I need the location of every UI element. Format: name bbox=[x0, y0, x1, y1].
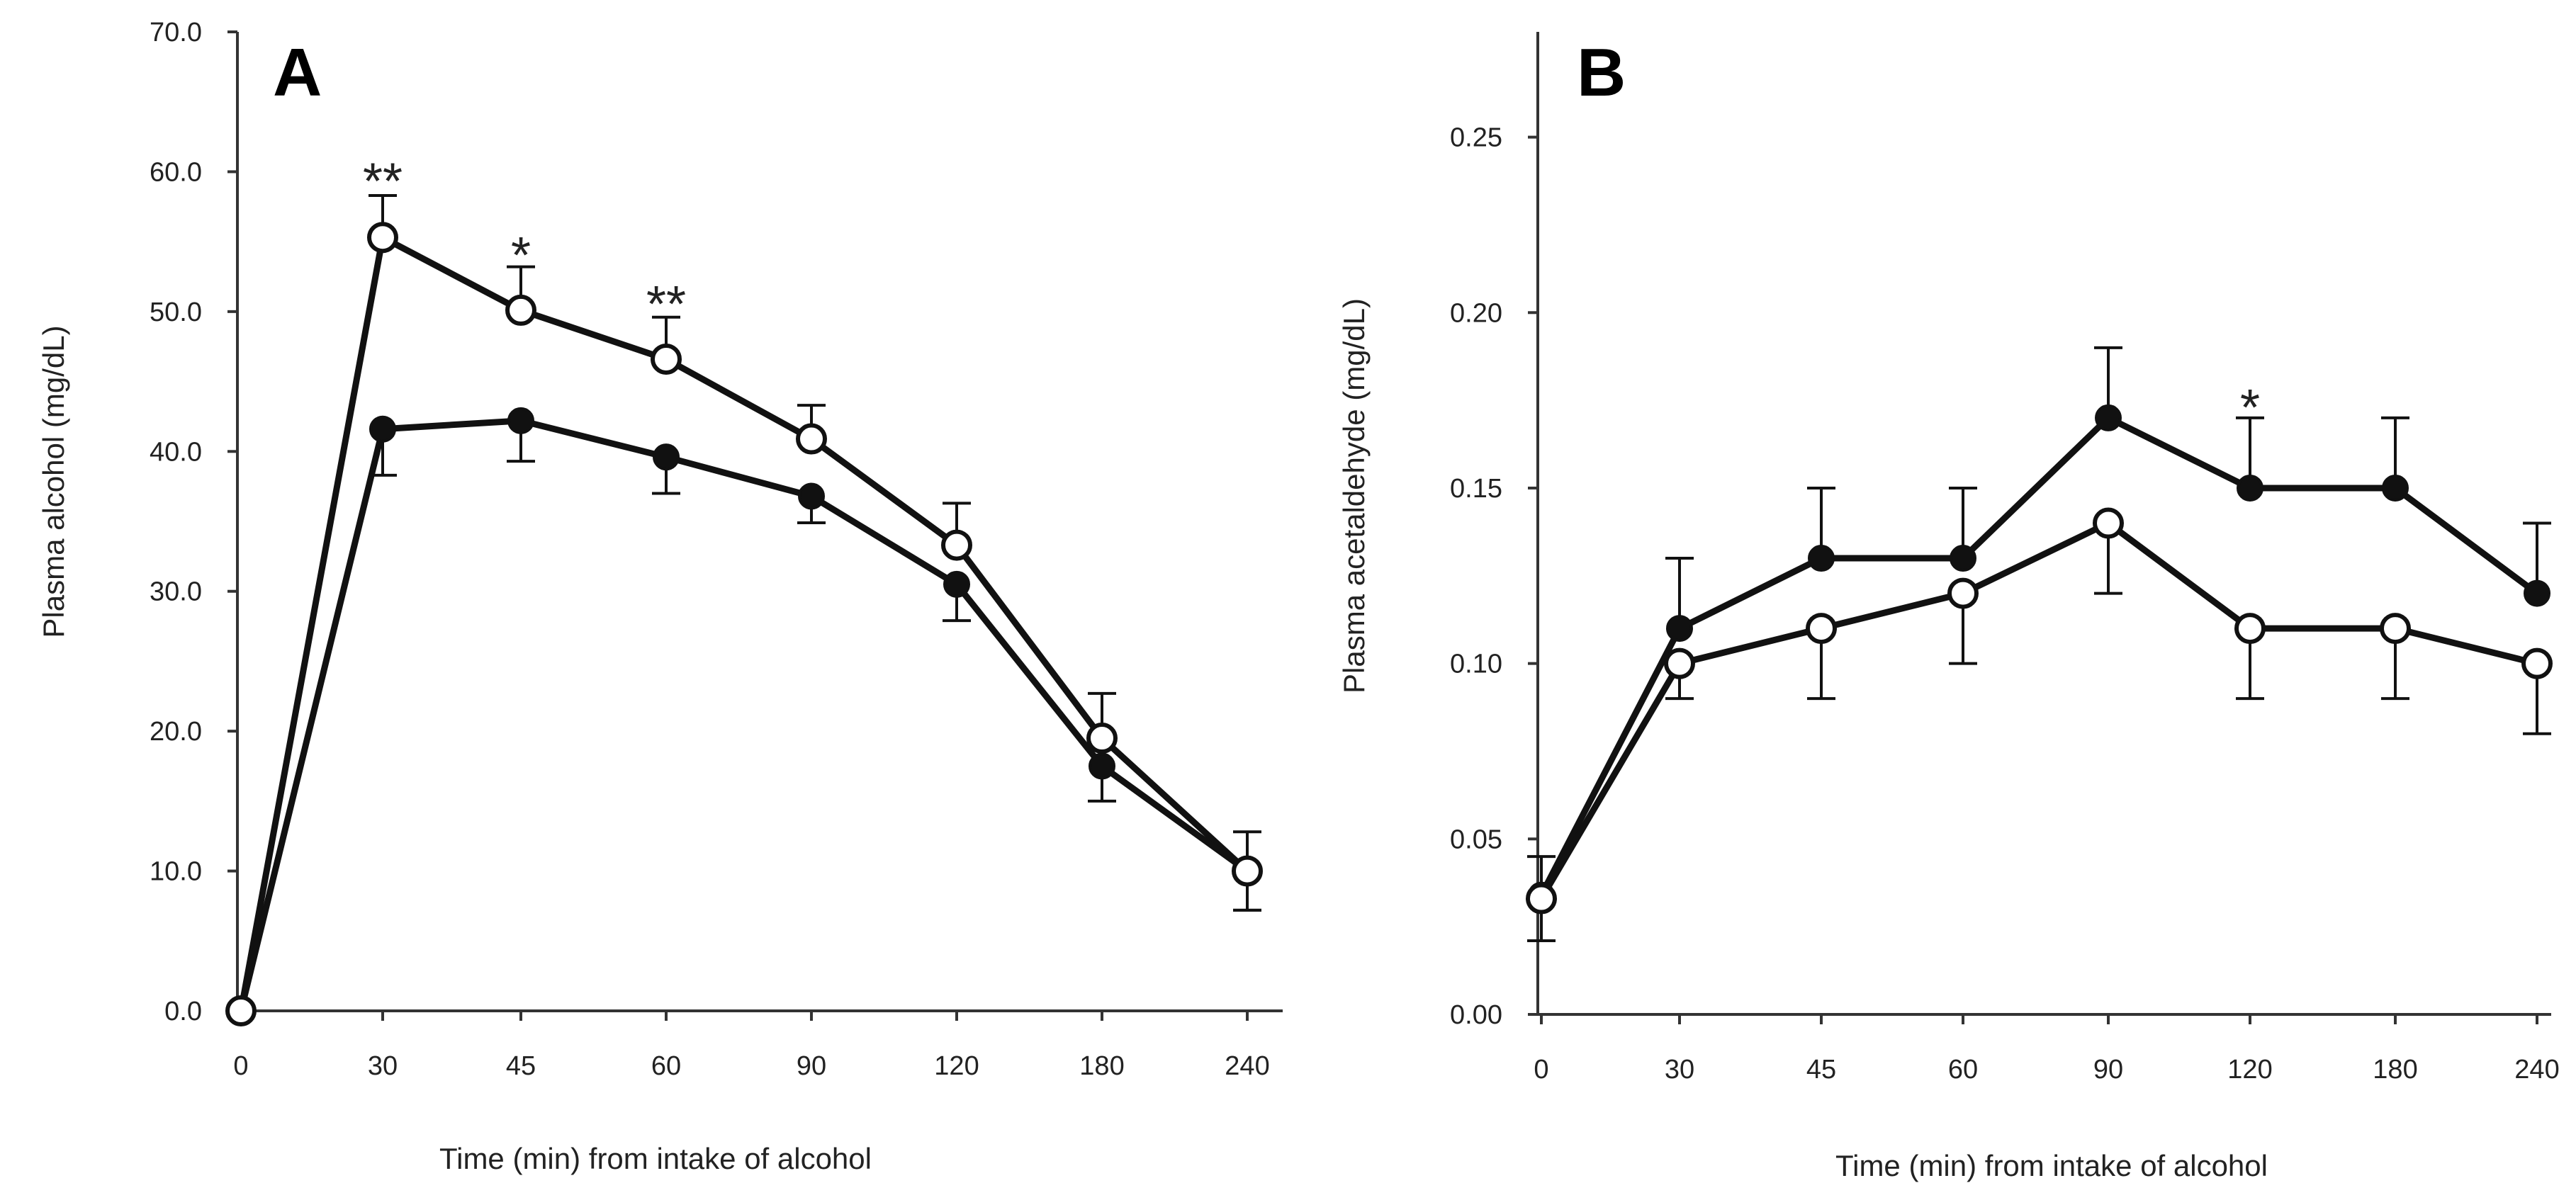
panel-b-y-tick-label: 0.05 bbox=[1450, 825, 1502, 854]
panel-a-filled-series-point bbox=[653, 443, 680, 471]
panel-a-axes bbox=[236, 32, 1283, 1012]
panel-a-y-axis-title: Plasma alcohol (mg/dL) bbox=[37, 325, 70, 638]
panel-a-x-tick-label: 60 bbox=[651, 1051, 681, 1081]
panel-a-label: A bbox=[273, 35, 322, 111]
panel-a-filled-series-point bbox=[507, 407, 534, 434]
panel-b-x-tick-label: 90 bbox=[2093, 1055, 2123, 1085]
panel-b-filled-series-point bbox=[1950, 545, 1976, 572]
panel-b-x-axis-title: Time (min) from intake of alcohol bbox=[1835, 1149, 2268, 1182]
panel-b-x-tick-label: 240 bbox=[2514, 1055, 2559, 1085]
panel-a-significance-marker: ** bbox=[363, 153, 403, 210]
panel-a-open-series-point bbox=[1232, 855, 1263, 887]
panel-b-open-series-point bbox=[1947, 577, 1979, 609]
panel-a-filled-series-point bbox=[943, 570, 970, 598]
panel-a-open-series-point bbox=[651, 343, 682, 375]
panel-b-open-series-line bbox=[1539, 520, 2538, 900]
panel-a-filled-series-point bbox=[798, 482, 825, 510]
panel-b: 0.00 0.05 0.10 0.15 0.20 0.25 0 30 45 60 90 120 180 2… bbox=[1337, 32, 2560, 1182]
panel-a-marks: ***** bbox=[225, 153, 1263, 1026]
panel-a-filled-series-line bbox=[237, 417, 1249, 1012]
panel-a-open-series-point bbox=[225, 995, 257, 1026]
panel-b-x-tick-label: 180 bbox=[2373, 1055, 2417, 1085]
panel-b-open-series-point bbox=[2234, 613, 2266, 645]
panel-b-significance-marker: * bbox=[2240, 380, 2260, 436]
panel-b-filled-series-point bbox=[2524, 579, 2550, 607]
panel-a-y-tick-label: 60.0 bbox=[150, 157, 202, 187]
panel-b-filled-series-point bbox=[2095, 404, 2122, 431]
panel-b-open-series-point bbox=[1806, 613, 1837, 645]
panel-a-y-tick-label: 50.0 bbox=[150, 298, 202, 327]
panel-b-x-tick-label: 60 bbox=[1948, 1055, 1978, 1085]
panel-b-y-tick-label: 0.15 bbox=[1450, 474, 1502, 504]
panel-b-y-axis-title: Plasma acetaldehyde (mg/dL) bbox=[1337, 298, 1371, 694]
panel-b-ticks: 0.00 0.05 0.10 0.15 0.20 0.25 0 30 45 60 90 120 180 2… bbox=[1450, 123, 2560, 1085]
panel-a-open-series-line bbox=[237, 234, 1250, 1012]
panel-b-filled-series-point bbox=[1808, 545, 1835, 572]
panel-a-x-tick-label: 30 bbox=[368, 1051, 398, 1081]
panel-a-y-tick-label: 40.0 bbox=[150, 437, 202, 467]
panel-a-ticks: 0.0 10.0 20.0 30.0 40.0 50.0 60.0 70.0 0 30 45 60 90… bbox=[150, 18, 1270, 1081]
panel-a-x-tick-label: 120 bbox=[934, 1051, 979, 1081]
panel-b-axes bbox=[1536, 32, 2551, 1016]
panel-b-open-series-point bbox=[2093, 507, 2124, 539]
panel-b-x-tick-label: 0 bbox=[1534, 1055, 1548, 1085]
panel-b-x-tick-label: 120 bbox=[2227, 1055, 2272, 1085]
panel-b-x-tick-label: 45 bbox=[1806, 1055, 1836, 1085]
panel-a-filled-series-point bbox=[1089, 752, 1115, 780]
panel-b-open-series-point bbox=[1526, 883, 1557, 915]
panel-b-y-tick-label: 0.20 bbox=[1450, 298, 1502, 328]
panel-a-open-series-point bbox=[1086, 723, 1118, 754]
panel-a-x-tick-label: 90 bbox=[797, 1051, 826, 1081]
panel-a-y-tick-label: 20.0 bbox=[150, 717, 202, 747]
panel-b-y-tick-label: 0.00 bbox=[1450, 1000, 1502, 1030]
panel-a-y-tick-label: 70.0 bbox=[150, 18, 202, 47]
panel-a-open-series-point bbox=[505, 294, 536, 326]
panel-a-y-tick-label: 30.0 bbox=[150, 577, 202, 607]
panel-a-y-tick-label: 10.0 bbox=[150, 857, 202, 887]
panel-b-open-series-point bbox=[2380, 613, 2411, 645]
panel-b-open-series-point bbox=[2521, 647, 2553, 679]
panel-a-significance-marker: * bbox=[511, 227, 531, 284]
panel-b-filled-series-point bbox=[2237, 474, 2263, 502]
panel-a-significance-marker: ** bbox=[646, 276, 686, 333]
panel-a-filled-series-point bbox=[369, 415, 396, 443]
panel-a-open-series-point bbox=[367, 222, 398, 254]
panel-b-y-tick-label: 0.25 bbox=[1450, 123, 1502, 153]
panel-b-label: B bbox=[1577, 35, 1626, 111]
panel-a-x-tick-label: 0 bbox=[233, 1051, 248, 1081]
panel-a-open-series-point bbox=[941, 529, 972, 561]
panel-b-open-series-point bbox=[1664, 647, 1695, 679]
panel-a-x-tick-label: 45 bbox=[506, 1051, 536, 1081]
panel-b-filled-series-point bbox=[1666, 615, 1693, 643]
panel-b-filled-series-point bbox=[2382, 474, 2409, 502]
panel-a-open-series-point bbox=[796, 423, 827, 455]
panel-a: 0.0 10.0 20.0 30.0 40.0 50.0 60.0 70.0 0 30 45 60 90… bbox=[37, 18, 1283, 1175]
panel-a-x-axis-title: Time (min) from intake of alcohol bbox=[439, 1142, 872, 1175]
panel-a-y-tick-label: 0.0 bbox=[164, 997, 202, 1026]
panel-b-filled-series-line bbox=[1539, 414, 2539, 897]
panel-b-x-tick-label: 30 bbox=[1665, 1055, 1694, 1085]
panel-b-y-tick-label: 0.10 bbox=[1450, 650, 1502, 679]
panel-a-x-tick-label: 180 bbox=[1079, 1051, 1124, 1081]
panel-a-x-tick-label: 240 bbox=[1225, 1051, 1269, 1081]
panel-b-marks: * bbox=[1526, 346, 2553, 942]
